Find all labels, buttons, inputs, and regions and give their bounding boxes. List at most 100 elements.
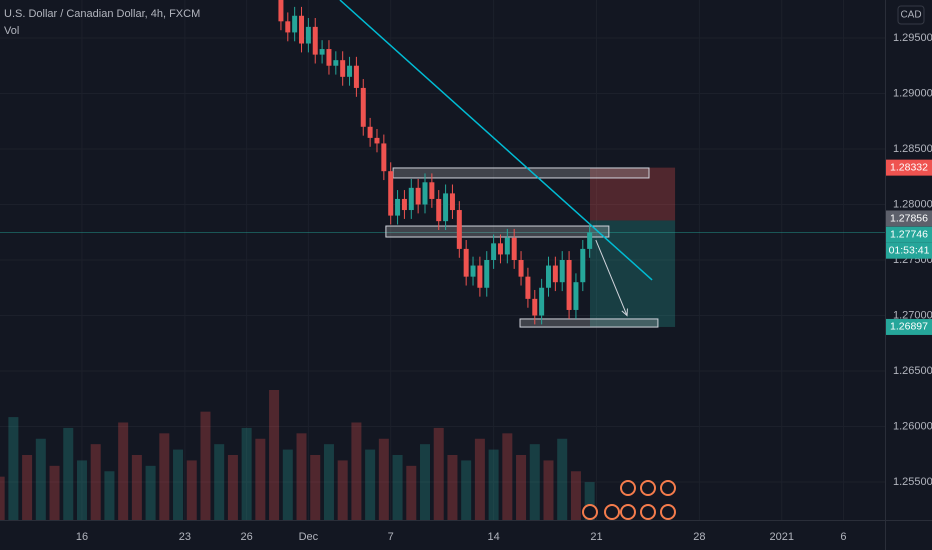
- drawings: [0, 0, 885, 328]
- volume: [0, 390, 595, 520]
- volume-bar: [543, 460, 554, 520]
- candle-body: [326, 49, 332, 66]
- volume-bar: [200, 411, 211, 520]
- candle-body: [477, 265, 483, 288]
- event-icon[interactable]: [604, 504, 620, 520]
- volume-bar: [145, 465, 156, 520]
- x-tick-label: 14: [487, 531, 499, 543]
- candle-body: [504, 237, 510, 255]
- x-tick-label: 21: [590, 531, 602, 543]
- sr-zone: [519, 318, 659, 328]
- y-tick-label: 1.25500: [893, 476, 932, 488]
- candle-body: [395, 198, 401, 216]
- candle-body: [333, 60, 339, 66]
- volume-bar: [49, 465, 60, 520]
- volume-bar: [310, 455, 321, 520]
- candle-body: [285, 21, 291, 33]
- candle-body: [374, 137, 380, 144]
- stop-price-label: 1.28332: [890, 161, 928, 173]
- candle-body: [456, 210, 462, 249]
- candle-body: [415, 187, 421, 205]
- countdown-label: 01:53:41: [889, 244, 930, 256]
- last-price-label: 1.27746: [890, 228, 928, 240]
- volume-bar: [378, 438, 389, 520]
- candle-body: [539, 287, 545, 316]
- volume-bar: [214, 444, 225, 520]
- y-tick-label: 1.26000: [893, 420, 932, 432]
- volume-bar: [282, 449, 293, 520]
- volume-bar: [255, 438, 266, 520]
- x-tick-label: 7: [388, 531, 394, 543]
- symbol-title[interactable]: U.S. Dollar / Canadian Dollar, 4h, FXCM: [4, 8, 200, 20]
- volume-bar: [461, 460, 472, 520]
- volume-bar: [488, 449, 499, 520]
- event-icon[interactable]: [660, 480, 676, 496]
- volume-bar: [406, 465, 417, 520]
- volume-bar: [76, 460, 87, 520]
- volume-bar: [35, 438, 46, 520]
- candle-body: [525, 276, 531, 299]
- arrow-head: [621, 308, 628, 317]
- x-tick-label: 16: [76, 531, 88, 543]
- indicator-label[interactable]: Vol: [4, 25, 19, 37]
- candle-body: [347, 65, 353, 77]
- x-tick-label: 6: [840, 531, 846, 543]
- volume-bar: [557, 438, 568, 520]
- currency[interactable]: CAD: [900, 10, 921, 21]
- volume-bar: [159, 433, 170, 520]
- event-icon[interactable]: [640, 504, 656, 520]
- countdown-label-bg: [886, 242, 932, 259]
- event-icon[interactable]: [620, 480, 636, 496]
- volume-bar: [118, 422, 129, 520]
- candle-body: [484, 260, 490, 288]
- volume-bar: [90, 444, 101, 520]
- candle-body: [470, 265, 476, 277]
- candle-body: [518, 260, 524, 277]
- candle-body: [552, 265, 558, 283]
- volume-bar: [63, 427, 74, 520]
- target-zone: [590, 220, 676, 327]
- candle-body: [422, 182, 428, 205]
- volume-bar: [420, 444, 431, 520]
- x-tick-label: 26: [241, 531, 253, 543]
- candle-body: [566, 260, 572, 310]
- candle-body: [436, 198, 442, 222]
- volume-bar: [241, 427, 252, 520]
- event-icon[interactable]: [640, 480, 656, 496]
- candle-body: [463, 248, 469, 277]
- volume-bar: [474, 438, 485, 520]
- currency-box[interactable]: [897, 5, 925, 25]
- stop-zone: [590, 167, 676, 221]
- candle-body: [319, 49, 325, 55]
- volume-bar: [0, 476, 5, 520]
- volume-bar: [22, 455, 33, 520]
- volume-bar: [131, 455, 142, 520]
- candle-body: [449, 193, 455, 211]
- candle-body: [497, 243, 503, 255]
- y-tick-label: 1.27000: [893, 309, 932, 321]
- arrow: [595, 239, 628, 316]
- x-tick-label: 23: [179, 531, 191, 543]
- volume-bar: [269, 390, 280, 520]
- event-icon[interactable]: [660, 504, 676, 520]
- volume-bar: [584, 482, 595, 520]
- x-tick-label: Dec: [299, 531, 319, 543]
- candle-body: [429, 182, 435, 199]
- volume-bar: [227, 455, 238, 520]
- event-icon[interactable]: [620, 504, 636, 520]
- candle-body: [278, 0, 284, 22]
- event-icons: [582, 480, 676, 520]
- volume-bar: [351, 422, 362, 520]
- y-tick-label: 1.29500: [893, 32, 932, 44]
- event-icon[interactable]: [582, 504, 598, 520]
- candle-body: [545, 265, 551, 288]
- candle-body: [401, 198, 407, 211]
- volume-bar: [365, 449, 376, 520]
- last-price-label-bg: [886, 226, 932, 243]
- candle-body: [408, 187, 414, 211]
- candle-body: [532, 298, 538, 316]
- entry-price-label-bg: [886, 210, 932, 227]
- candle-body: [312, 26, 318, 55]
- volume-bar: [104, 471, 115, 520]
- candle-body: [587, 232, 593, 249]
